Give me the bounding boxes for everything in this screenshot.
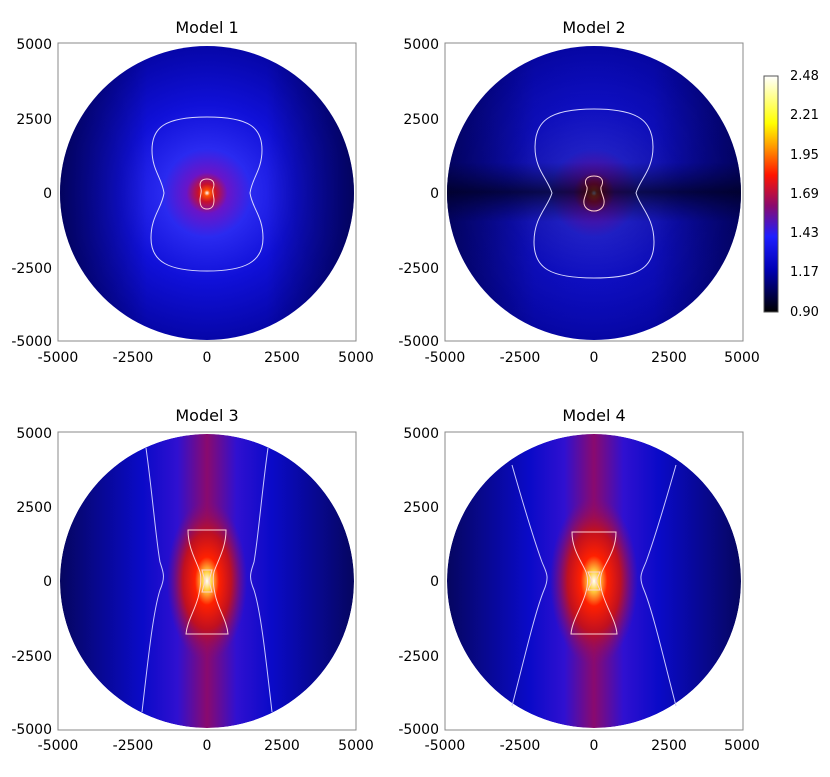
plot-frame-4 [444, 431, 744, 731]
y-axis-ticks-3: 5000 2500 0 -2500 -5000 [11, 426, 52, 738]
plot-frame-3 [57, 431, 357, 731]
ytick-label: -5000 [398, 722, 439, 738]
title-model-3: Model 3 [175, 406, 238, 425]
ytick-label: 5000 [403, 426, 439, 442]
x-axis-ticks-4: -5000 -2500 0 2500 5000 [425, 738, 760, 754]
ytick-label: -5000 [11, 722, 52, 738]
xtick-label: -5000 [425, 350, 466, 366]
xtick-label: 5000 [338, 350, 374, 366]
ytick-label: -2500 [11, 649, 52, 665]
colorbar-tick-label: 1.43 [790, 226, 819, 241]
ytick-label: -2500 [398, 261, 439, 277]
y-axis-ticks-1: 5000 2500 0 -2500 -5000 [11, 37, 52, 350]
contour-outer-left-3 [141, 447, 164, 713]
colorbar-gradient [763, 75, 779, 313]
contour-inner-3 [185, 529, 229, 635]
x-axis-ticks-1: -5000 -2500 0 2500 5000 [38, 350, 374, 366]
xtick-label: -2500 [113, 350, 154, 366]
edge-shading-2 [447, 46, 741, 340]
plot-frame-1 [57, 42, 357, 342]
colorbar-tick-label: 1.17 [790, 265, 819, 280]
xtick-label: 5000 [724, 350, 760, 366]
panel-model-3: Model 3 5000 2500 0 -2500 -5000 -5000 -2… [11, 406, 374, 754]
title-model-2: Model 2 [562, 18, 625, 37]
ytick-label: -2500 [11, 261, 52, 277]
y-axis-ticks-2: 5000 2500 0 -2500 -5000 [398, 37, 439, 350]
xtick-label: 5000 [724, 738, 760, 754]
xtick-label: -2500 [500, 738, 541, 754]
contour-inner-4 [570, 531, 618, 635]
ytick-label: 2500 [403, 500, 439, 516]
panel-model-2: Model 2 5000 2500 0 -2500 -5000 -5000 -2… [398, 18, 760, 366]
colorbar-tick-label: 0.90 [790, 305, 819, 320]
ytick-label: 2500 [16, 112, 52, 128]
ytick-label: 5000 [16, 426, 52, 442]
plot-frame-2 [444, 42, 744, 342]
ytick-label: 0 [430, 574, 439, 590]
contour-outer-left-4 [511, 464, 548, 707]
ytick-label: 5000 [16, 37, 52, 53]
xtick-label: -5000 [38, 738, 79, 754]
ytick-label: 0 [43, 186, 52, 202]
xtick-label: 0 [590, 350, 599, 366]
y-axis-ticks-4: 5000 2500 0 -2500 -5000 [398, 426, 439, 738]
xtick-label: 5000 [338, 738, 374, 754]
core-glow-3 [167, 501, 247, 661]
xtick-label: 2500 [264, 350, 300, 366]
core-glow-4 [550, 497, 638, 665]
contour-center-3 [201, 569, 213, 593]
xtick-label: 0 [203, 738, 212, 754]
contour-center-4 [587, 571, 601, 591]
contour-outer-right-3 [250, 447, 273, 713]
contour-outer-2 [533, 108, 655, 279]
colorbar-tick-label: 2.48 [790, 69, 819, 84]
ytick-label: 2500 [16, 500, 52, 516]
colorbar-tick-label: 1.69 [790, 187, 819, 202]
colorbar-tick-label: 2.21 [790, 108, 819, 123]
contour-inner-1 [199, 178, 215, 210]
title-model-1: Model 1 [175, 18, 238, 37]
xtick-label: -5000 [425, 738, 466, 754]
xtick-label: 0 [590, 738, 599, 754]
xtick-label: -2500 [113, 738, 154, 754]
xtick-label: -5000 [38, 350, 79, 366]
contour-inner-2 [583, 175, 605, 212]
ytick-label: -2500 [398, 649, 439, 665]
edge-shading-1 [60, 46, 354, 340]
xtick-label: 0 [203, 350, 212, 366]
ytick-label: 2500 [403, 112, 439, 128]
ytick-label: 5000 [403, 37, 439, 53]
xtick-label: 2500 [264, 738, 300, 754]
colorbar-tick-label: 1.95 [790, 148, 819, 163]
ytick-label: 0 [43, 574, 52, 590]
colorbar: 2.48 2.21 1.95 1.69 1.43 1.17 0.90 [763, 69, 819, 320]
x-axis-ticks-2: -5000 -2500 0 2500 5000 [425, 350, 760, 366]
ytick-label: -5000 [398, 334, 439, 350]
panel-model-1: Model 1 5000 2500 0 -2500 -5000 -5000 -2… [11, 18, 374, 366]
contour-outer-right-4 [640, 464, 677, 707]
xtick-label: 2500 [651, 350, 687, 366]
ytick-label: 0 [430, 186, 439, 202]
contour-outer-1 [150, 116, 264, 272]
ytick-label: -5000 [11, 334, 52, 350]
panel-model-4: Model 4 5000 2500 0 -2500 -5000 -5000 -2… [398, 406, 760, 754]
xtick-label: -2500 [500, 350, 541, 366]
xtick-label: 2500 [651, 738, 687, 754]
title-model-4: Model 4 [562, 406, 625, 425]
x-axis-ticks-3: -5000 -2500 0 2500 5000 [38, 738, 374, 754]
